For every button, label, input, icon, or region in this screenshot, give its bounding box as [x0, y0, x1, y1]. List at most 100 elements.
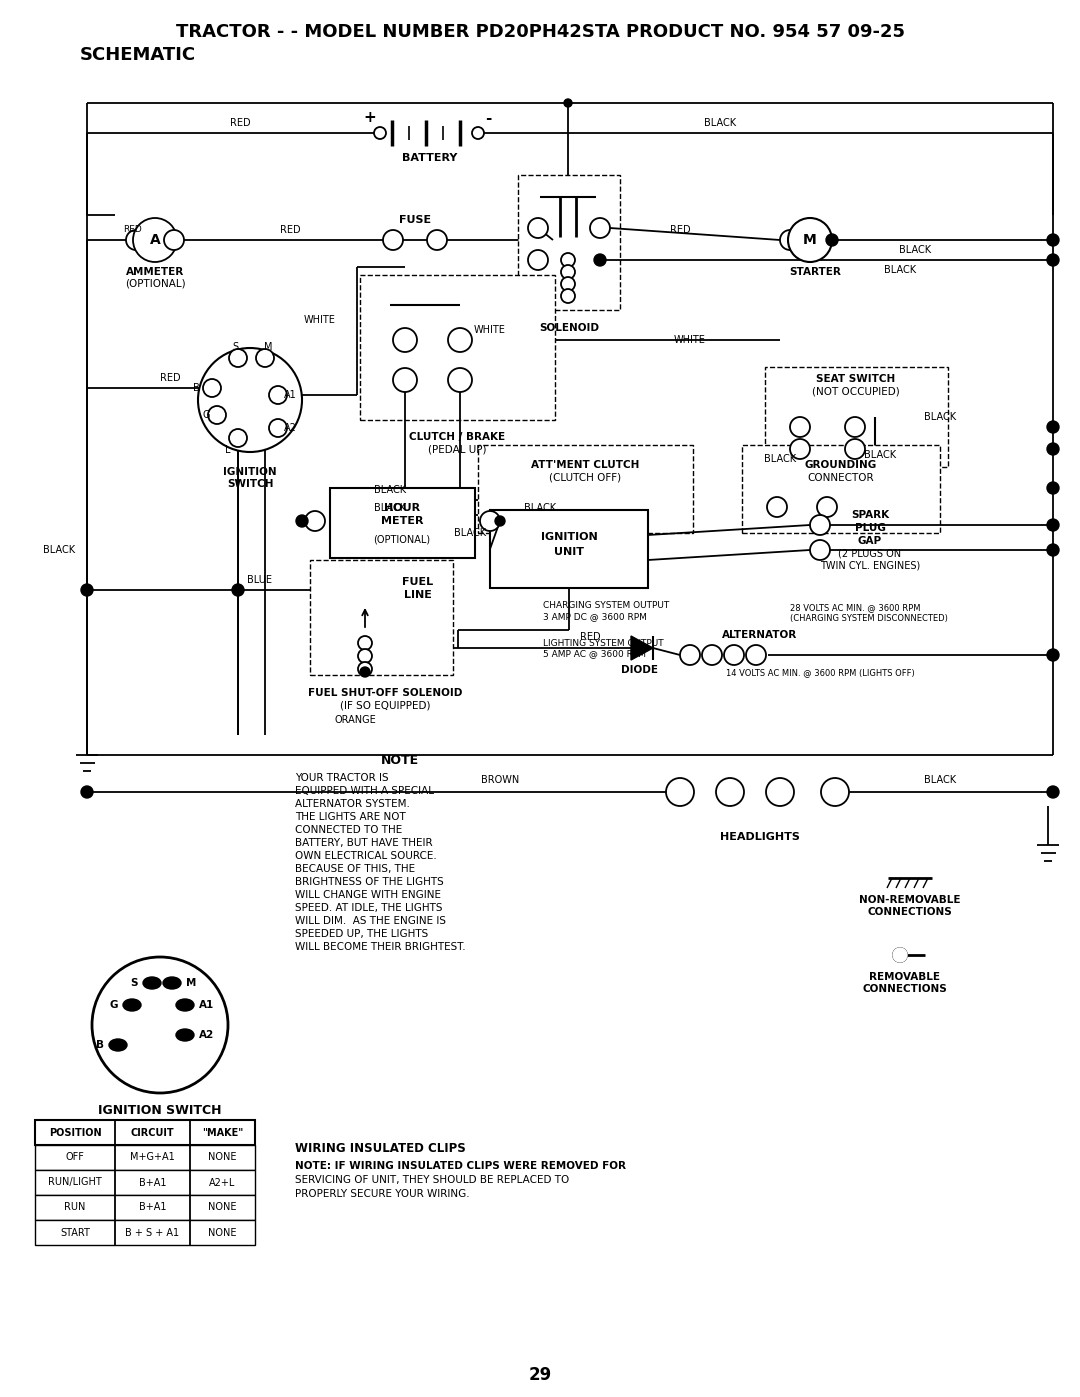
Text: M+G+A1: M+G+A1 — [130, 1153, 175, 1162]
Text: M: M — [804, 233, 816, 247]
Text: 3 AMP DC @ 3600 RPM: 3 AMP DC @ 3600 RPM — [543, 612, 647, 622]
Text: IGNITION SWITCH: IGNITION SWITCH — [98, 1105, 221, 1118]
Circle shape — [810, 515, 831, 535]
Text: RUN/LIGHT: RUN/LIGHT — [49, 1178, 102, 1187]
Circle shape — [1047, 443, 1059, 455]
Circle shape — [208, 407, 226, 425]
Circle shape — [232, 584, 244, 597]
Text: FUEL SHUT-OFF SOLENOID: FUEL SHUT-OFF SOLENOID — [308, 687, 462, 698]
Circle shape — [680, 645, 700, 665]
Text: UNIT: UNIT — [554, 548, 584, 557]
Circle shape — [767, 497, 787, 517]
Circle shape — [198, 348, 302, 453]
Circle shape — [780, 231, 800, 250]
Bar — [35, 1171, 255, 1194]
Text: LINE: LINE — [404, 590, 432, 599]
Circle shape — [126, 231, 146, 250]
Text: (CHARGING SYSTEM DISCONNECTED): (CHARGING SYSTEM DISCONNECTED) — [789, 613, 948, 623]
Text: WILL BECOME THEIR BRIGHTEST.: WILL BECOME THEIR BRIGHTEST. — [295, 942, 465, 951]
Text: ALTERNATOR SYSTEM.: ALTERNATOR SYSTEM. — [295, 799, 410, 809]
Text: POSITION: POSITION — [49, 1127, 102, 1137]
Circle shape — [81, 787, 93, 798]
Text: B: B — [193, 383, 200, 393]
Text: RED: RED — [230, 117, 251, 129]
Text: ORANGE: ORANGE — [334, 715, 376, 725]
Text: B+A1: B+A1 — [138, 1203, 166, 1213]
Circle shape — [393, 367, 417, 393]
Circle shape — [561, 265, 575, 279]
Text: (2 PLUGS ON: (2 PLUGS ON — [838, 548, 902, 557]
Text: (PEDAL UP): (PEDAL UP) — [428, 444, 486, 454]
Text: A1: A1 — [284, 390, 296, 400]
Circle shape — [766, 778, 794, 806]
Text: ALTERNATOR: ALTERNATOR — [723, 630, 798, 640]
Text: BLACK: BLACK — [374, 485, 406, 495]
Circle shape — [472, 127, 484, 138]
Circle shape — [269, 386, 287, 404]
Bar — [360, 275, 555, 420]
Circle shape — [357, 636, 372, 650]
Circle shape — [789, 416, 810, 437]
Circle shape — [1047, 235, 1059, 246]
Text: (NOT OCCUPIED): (NOT OCCUPIED) — [812, 386, 900, 395]
Circle shape — [164, 231, 184, 250]
Text: 14 VOLTS AC MIN. @ 3600 RPM (LIGHTS OFF): 14 VOLTS AC MIN. @ 3600 RPM (LIGHTS OFF) — [726, 669, 915, 678]
Text: BLACK: BLACK — [704, 117, 737, 129]
Text: NOTE: NOTE — [381, 753, 419, 767]
Text: DIODE: DIODE — [621, 665, 659, 675]
Text: A: A — [150, 233, 160, 247]
Text: LIGHTING SYSTEM OUTPUT: LIGHTING SYSTEM OUTPUT — [543, 638, 663, 647]
Circle shape — [229, 429, 247, 447]
Circle shape — [528, 218, 548, 237]
Text: A1: A1 — [199, 1000, 214, 1010]
Text: CLUTCH / BRAKE: CLUTCH / BRAKE — [409, 432, 505, 441]
Circle shape — [81, 584, 93, 597]
Text: G: G — [202, 409, 210, 420]
Bar — [490, 510, 648, 588]
Text: BLACK: BLACK — [923, 412, 956, 422]
Ellipse shape — [176, 1030, 194, 1041]
Bar — [478, 446, 693, 534]
Text: BRIGHTNESS OF THE LIGHTS: BRIGHTNESS OF THE LIGHTS — [295, 877, 444, 887]
Text: +: + — [364, 110, 376, 126]
Circle shape — [357, 662, 372, 676]
Text: BLACK: BLACK — [454, 528, 486, 538]
Circle shape — [561, 253, 575, 267]
Text: A2+L: A2+L — [210, 1178, 235, 1187]
Circle shape — [716, 778, 744, 806]
Text: S: S — [232, 342, 238, 352]
Circle shape — [821, 778, 849, 806]
Text: RED: RED — [670, 225, 690, 235]
Circle shape — [702, 645, 723, 665]
Text: RUN: RUN — [65, 1203, 85, 1213]
Circle shape — [561, 277, 575, 291]
Text: WHITE: WHITE — [305, 314, 336, 326]
Ellipse shape — [163, 977, 181, 989]
Text: NONE: NONE — [208, 1228, 237, 1238]
Circle shape — [893, 949, 907, 963]
Circle shape — [590, 218, 610, 237]
Text: CONNECTIONS: CONNECTIONS — [867, 907, 953, 916]
Text: GROUNDING: GROUNDING — [805, 460, 877, 469]
Text: -: - — [485, 110, 491, 126]
Circle shape — [594, 254, 606, 265]
Circle shape — [229, 349, 247, 367]
Text: BATTERY: BATTERY — [403, 154, 458, 163]
Text: CHARGING SYSTEM OUTPUT: CHARGING SYSTEM OUTPUT — [543, 602, 670, 610]
Text: IGNITION: IGNITION — [541, 532, 597, 542]
Circle shape — [724, 645, 744, 665]
Circle shape — [256, 349, 274, 367]
Text: BLACK: BLACK — [899, 244, 931, 256]
Text: BLACK: BLACK — [864, 450, 896, 460]
Circle shape — [360, 666, 370, 678]
Text: CONNECTED TO THE: CONNECTED TO THE — [295, 826, 402, 835]
Text: EQUIPPED WITH A SPECIAL: EQUIPPED WITH A SPECIAL — [295, 787, 434, 796]
Text: PLUG: PLUG — [854, 522, 886, 534]
Circle shape — [133, 218, 177, 263]
Bar — [35, 1220, 255, 1245]
Text: 28 VOLTS AC MIN. @ 3600 RPM: 28 VOLTS AC MIN. @ 3600 RPM — [789, 604, 920, 612]
Bar — [518, 175, 620, 310]
Text: CIRCUIT: CIRCUIT — [131, 1127, 174, 1137]
Bar — [35, 1146, 255, 1171]
Text: FUSE: FUSE — [399, 215, 431, 225]
